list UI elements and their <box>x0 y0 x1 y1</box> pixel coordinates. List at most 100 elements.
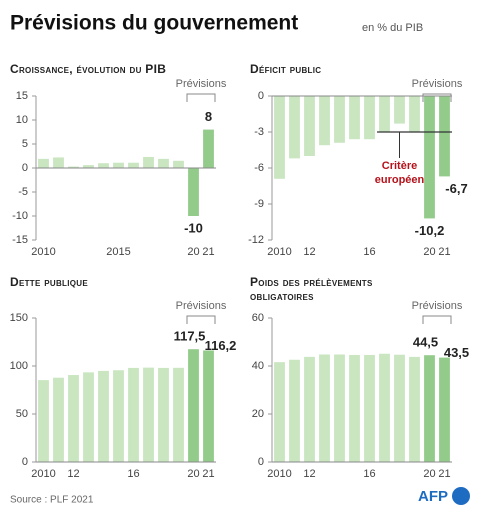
x-tick-label: 16 <box>127 468 139 480</box>
x-tick-label: 21 <box>438 468 450 480</box>
bar <box>319 96 330 146</box>
bar <box>128 367 139 462</box>
y-tick-label: 10 <box>16 114 28 126</box>
x-tick-label: 21 <box>202 246 214 258</box>
x-tick-label: 2010 <box>31 468 55 480</box>
bar <box>53 157 64 168</box>
y-tick-label: 150 <box>10 312 28 324</box>
bar <box>304 356 315 462</box>
bar <box>158 367 169 462</box>
x-tick-label: 2015 <box>106 246 130 258</box>
x-tick-label: 20 <box>423 246 435 258</box>
y-tick-label: 0 <box>258 456 264 468</box>
panel-title: Croissance, évolution du PIB <box>10 62 166 76</box>
bar <box>319 354 330 462</box>
y-tick-label: -5 <box>18 186 28 198</box>
bar <box>68 375 79 462</box>
bar <box>394 354 405 462</box>
bar <box>113 162 124 168</box>
x-tick-label: 21 <box>438 246 450 258</box>
bar <box>289 96 300 159</box>
panel-title: Poids des prélèvements <box>250 275 373 289</box>
value-label: -6,7 <box>445 181 467 196</box>
value-label: 8 <box>205 109 212 124</box>
forecast-bracket <box>422 93 452 102</box>
source: Source : PLF 2021 <box>10 495 94 506</box>
value-label: -10,2 <box>415 223 445 238</box>
y-tick-label: 15 <box>16 90 28 102</box>
forecast-label: Prévisions <box>176 78 227 90</box>
y-tick-label: -6 <box>254 162 264 174</box>
panel-title: obligatoires <box>250 289 314 303</box>
bar <box>38 158 49 168</box>
bar <box>83 165 94 168</box>
value-label: 116,2 <box>205 338 237 353</box>
logo: AFP <box>418 488 448 505</box>
value-label: 43,5 <box>444 345 469 360</box>
value-label: 44,5 <box>413 335 438 350</box>
bar <box>98 163 109 168</box>
subtitle: en % du PIB <box>362 22 423 34</box>
logo-icon <box>452 487 470 505</box>
forecast-label: Prévisions <box>176 300 227 312</box>
bar <box>379 96 390 132</box>
bar <box>379 353 390 462</box>
bar <box>364 96 375 140</box>
bar <box>274 362 285 462</box>
forecast-bracket <box>186 93 216 102</box>
bar <box>364 354 375 462</box>
bar <box>113 370 124 462</box>
x-tick-label: 20 <box>187 468 199 480</box>
y-tick-label: -10 <box>12 210 28 222</box>
page-title: Prévisions du gouvernement <box>10 12 298 35</box>
bar <box>158 158 169 168</box>
x-tick-label: 12 <box>303 246 315 258</box>
bar <box>334 354 345 462</box>
bar <box>203 350 214 462</box>
x-tick-label: 20 <box>187 246 199 258</box>
y-tick-label: -3 <box>254 126 264 138</box>
x-tick-label: 12 <box>303 468 315 480</box>
bar <box>53 377 64 462</box>
forecast-label: Prévisions <box>412 300 463 312</box>
y-tick-label: 5 <box>22 138 28 150</box>
y-tick-label: 50 <box>16 408 28 420</box>
bar <box>334 96 345 143</box>
bar <box>173 367 184 462</box>
bar <box>143 156 154 168</box>
bar <box>409 96 420 132</box>
forecast-label: Prévisions <box>412 78 463 90</box>
value-label: 117,5 <box>174 329 206 344</box>
bar <box>203 129 214 168</box>
y-tick-label: 0 <box>258 90 264 102</box>
y-tick-label: -9 <box>254 198 264 210</box>
bar <box>409 356 420 462</box>
bar <box>128 162 139 168</box>
x-tick-label: 12 <box>67 468 79 480</box>
x-tick-label: 16 <box>363 468 375 480</box>
y-tick-label: 60 <box>252 312 264 324</box>
bar <box>274 96 285 179</box>
y-tick-label: 40 <box>252 360 264 372</box>
y-tick-label: 20 <box>252 408 264 420</box>
y-tick-label: 100 <box>10 360 28 372</box>
y-tick-label: 0 <box>22 456 28 468</box>
x-tick-label: 21 <box>202 468 214 480</box>
bar <box>38 380 49 462</box>
x-tick-label: 2010 <box>267 246 291 258</box>
y-tick-label: -15 <box>12 234 28 246</box>
x-tick-label: 20 <box>423 468 435 480</box>
y-tick-label: 0 <box>22 162 28 174</box>
bar <box>349 96 360 140</box>
bar <box>349 354 360 462</box>
bar <box>143 367 154 462</box>
bar <box>304 96 315 156</box>
panel-title: Déficit public <box>250 62 321 76</box>
panel-title: Dette publique <box>10 275 88 289</box>
bar <box>424 355 435 462</box>
bar <box>188 168 199 216</box>
bar <box>394 96 405 124</box>
threshold-label: européen <box>375 174 425 186</box>
y-tick-label: -12 <box>248 234 264 246</box>
